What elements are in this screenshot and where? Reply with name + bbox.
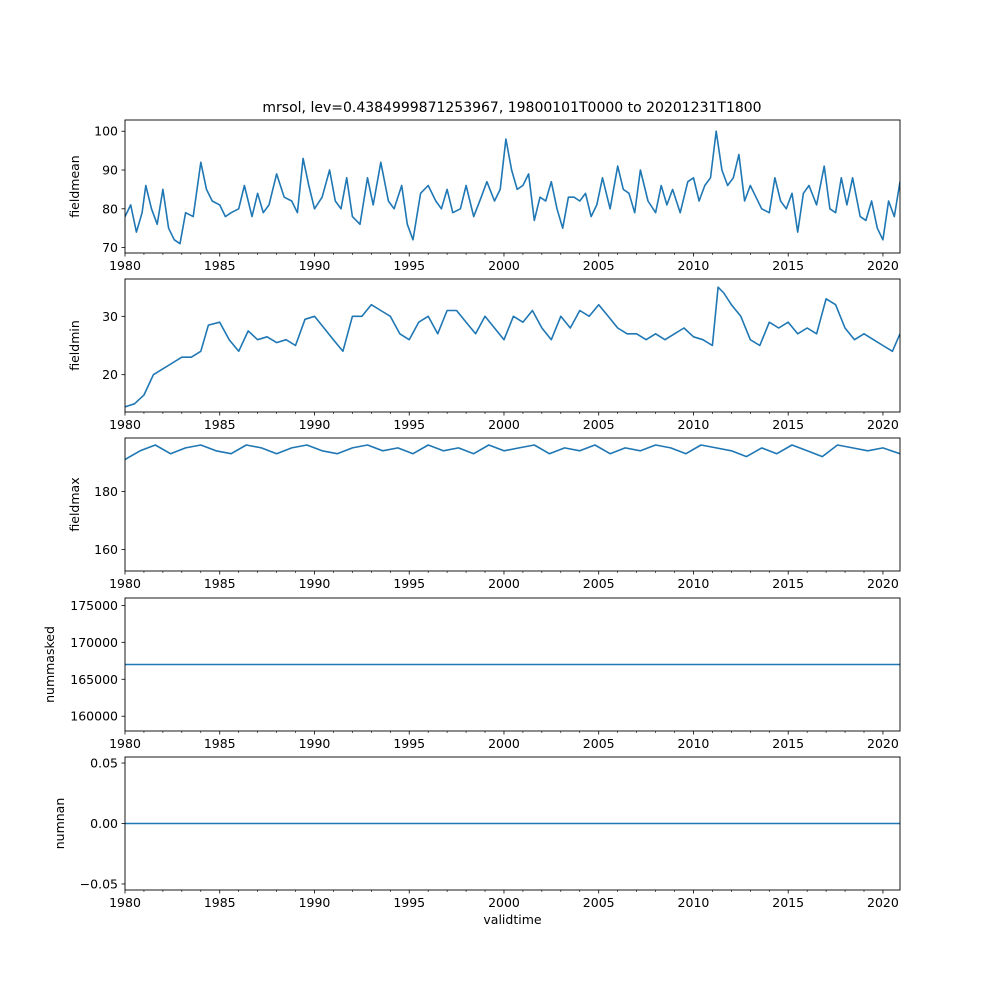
x-tick-label: 2000	[488, 576, 520, 591]
y-axis-label: nummasked	[42, 626, 57, 703]
x-tick-label: 1995	[393, 417, 425, 432]
x-tick-label: 2010	[678, 417, 710, 432]
x-tick-label: 1990	[299, 895, 331, 910]
x-tick-label: 1980	[109, 895, 141, 910]
x-tick-label: 2020	[867, 258, 899, 273]
x-tick-label: 2005	[583, 736, 615, 751]
x-tick-label: 1980	[109, 736, 141, 751]
x-tick-label: 2015	[772, 258, 804, 273]
y-tick-label: 0.00	[90, 816, 118, 831]
series-line-fieldmean	[125, 130, 900, 245]
x-tick-label: 1985	[204, 258, 236, 273]
y-tick-label: 80	[102, 201, 118, 216]
x-tick-label: 1990	[299, 417, 331, 432]
y-tick-label: 30	[102, 309, 118, 324]
y-tick-label: 160000	[70, 709, 118, 724]
x-tick-label: 2010	[678, 258, 710, 273]
x-tick-label: 1995	[393, 576, 425, 591]
y-axis-label: fieldmax	[67, 477, 82, 531]
y-tick-label: 160	[94, 542, 118, 557]
x-tick-label: 2000	[488, 417, 520, 432]
x-tick-label: 2015	[772, 417, 804, 432]
y-axis-label: fieldmin	[67, 320, 82, 371]
y-tick-label: 20	[102, 367, 118, 382]
x-tick-label: 1985	[204, 895, 236, 910]
y-tick-label: −0.05	[80, 876, 118, 891]
x-tick-label: 1985	[204, 417, 236, 432]
x-tick-label: 2000	[488, 258, 520, 273]
x-tick-label: 2020	[867, 417, 899, 432]
x-tick-label: 2010	[678, 576, 710, 591]
x-tick-label: 1980	[109, 417, 141, 432]
figure-title: mrsol, lev=0.4384999871253967, 19800101T…	[262, 100, 761, 116]
x-tick-label: 2020	[867, 736, 899, 751]
x-tick-label: 2000	[488, 895, 520, 910]
panel-nummasked: 1980 1985 1990 1995 2000 2005 2010 2015 2020 1600…	[42, 597, 901, 751]
x-tick-label: 1990	[299, 736, 331, 751]
axes-frame	[124, 437, 901, 572]
x-tick-label: 1995	[393, 736, 425, 751]
panel-numnan: 1980 1985 1990 1995 2000 2005 2010 2015 2020 −0.0…	[52, 756, 901, 927]
panel-fieldmean: 1980 1985 1990 1995 2000 2005 2010 2015 2020 70 80…	[67, 119, 901, 273]
y-tick-label: 180	[94, 484, 118, 499]
panel-fieldmin: 1980 1985 1990 1995 2000 2005 2010 2015 20202030…	[67, 278, 901, 432]
axes-frame	[124, 119, 901, 254]
y-axis-label: fieldmean	[67, 155, 82, 217]
x-tick-label: 2000	[488, 736, 520, 751]
x-tick-label: 2010	[678, 736, 710, 751]
x-tick-label: 2005	[583, 576, 615, 591]
y-tick-label: 0.05	[90, 756, 118, 771]
x-tick-label: 1985	[204, 576, 236, 591]
y-tick-label: 170000	[70, 635, 118, 650]
y-tick-label: 90	[102, 163, 118, 178]
x-tick-label: 1985	[204, 736, 236, 751]
x-tick-label: 1995	[393, 895, 425, 910]
x-axis-label: validtime	[483, 912, 541, 927]
series-line-fieldmax	[125, 444, 900, 461]
x-tick-label: 1995	[393, 258, 425, 273]
x-tick-label: 1980	[109, 576, 141, 591]
x-tick-label: 1990	[299, 258, 331, 273]
x-tick-label: 2005	[583, 258, 615, 273]
axes-frame	[124, 597, 901, 732]
series-line-fieldmin	[125, 286, 900, 408]
panels: 1980 1985 1990 1995 2000 2005 2010 2015 2020 70 80…	[42, 119, 901, 927]
x-tick-label: 2010	[678, 895, 710, 910]
x-tick-label: 2015	[772, 736, 804, 751]
x-tick-label: 2005	[583, 895, 615, 910]
panel-fieldmax: 1980 1985 1990 1995 2000 2005 2010 2015 2020 160 1…	[67, 437, 901, 591]
axes-frame	[124, 756, 901, 891]
x-tick-label: 2015	[772, 576, 804, 591]
x-tick-label: 1980	[109, 258, 141, 273]
x-tick-label: 2005	[583, 417, 615, 432]
y-axis-label: numnan	[52, 798, 67, 850]
y-tick-label: 100	[94, 124, 118, 139]
y-tick-label: 165000	[70, 672, 118, 687]
axes-frame	[124, 278, 901, 413]
x-tick-label: 2020	[867, 576, 899, 591]
x-tick-label: 1990	[299, 576, 331, 591]
y-tick-label: 70	[102, 240, 118, 255]
x-tick-label: 2020	[867, 895, 899, 910]
x-tick-label: 2015	[772, 895, 804, 910]
y-tick-label: 175000	[70, 598, 118, 613]
